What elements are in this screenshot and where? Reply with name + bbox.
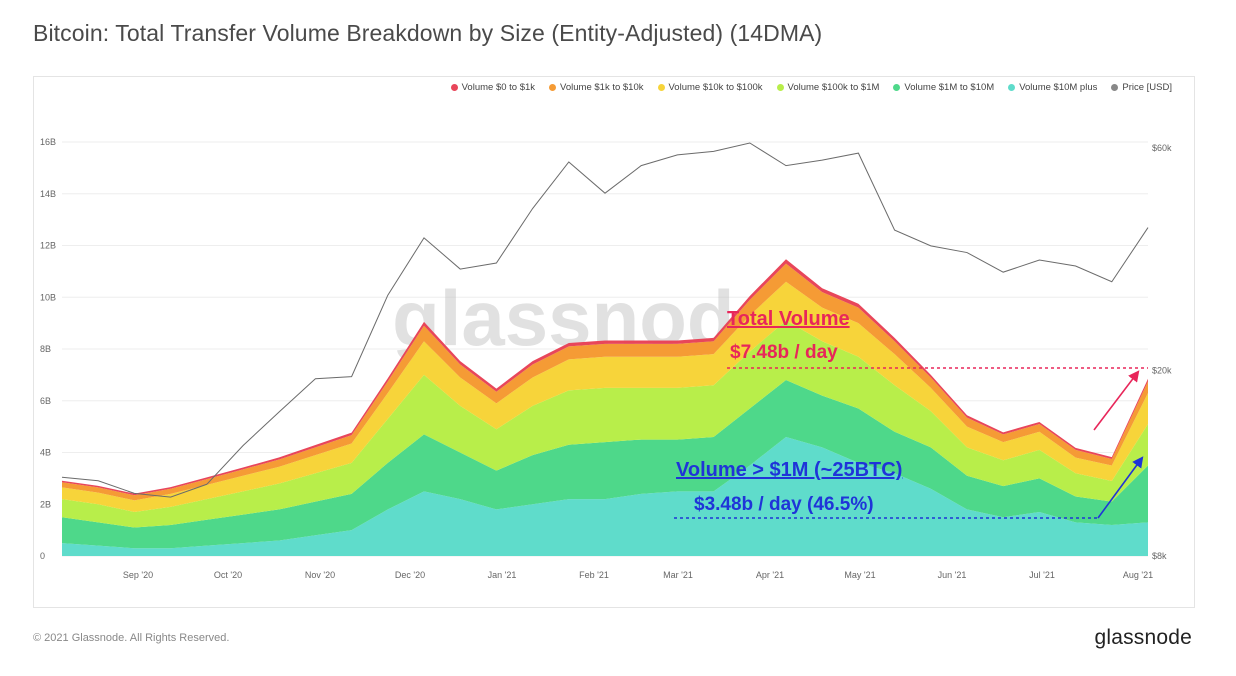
y-tick-label: 6B bbox=[40, 396, 51, 406]
area-volume-10k-to-100k bbox=[62, 281, 1148, 513]
legend-dot-icon bbox=[893, 84, 901, 91]
legend-dot-icon bbox=[1111, 84, 1119, 91]
y-tick-label: 4B bbox=[40, 448, 51, 458]
legend-item[interactable]: Volume $1M to $10M bbox=[893, 82, 994, 93]
legend-dot-icon bbox=[549, 84, 557, 91]
legend-label: Volume $10k to $100k bbox=[668, 82, 763, 93]
legend-dot-icon bbox=[450, 84, 458, 91]
legend-item[interactable]: Volume $10M plus bbox=[1008, 82, 1097, 93]
y-tick-label: 12B bbox=[40, 241, 56, 251]
legend-label: Volume $0 to $1k bbox=[461, 82, 536, 93]
y-tick-label: 2B bbox=[40, 499, 51, 509]
legend-item[interactable]: Price [USD] bbox=[1111, 82, 1172, 93]
legend-item[interactable]: Volume $0 to $1k bbox=[450, 82, 536, 93]
legend-label: Volume $100k to $1M bbox=[787, 82, 880, 93]
y-tick-label: 16B bbox=[40, 137, 56, 147]
legend-label: Volume $1M to $10M bbox=[904, 82, 995, 93]
y-tick-label: 8B bbox=[40, 344, 51, 354]
legend-label: Volume $1k to $10k bbox=[560, 82, 644, 93]
area-volume-1k-to-10k bbox=[62, 263, 1148, 501]
large-volume-value: $3.48b / day (46.5%) bbox=[694, 494, 874, 515]
large-volume-arrow-icon bbox=[1097, 456, 1144, 519]
legend-item[interactable]: Volume $1k to $10k bbox=[549, 82, 644, 93]
x-tick-label: Jul '21 bbox=[1029, 570, 1055, 580]
x-tick-label: Jun '21 bbox=[938, 570, 967, 580]
price-line bbox=[61, 142, 1149, 498]
total-volume-arrow-icon bbox=[1093, 370, 1140, 431]
legend-item[interactable]: Volume $100k to $1M bbox=[776, 82, 880, 93]
copyright-text: © 2021 Glassnode. All Rights Reserved. bbox=[33, 632, 230, 644]
total-volume-value: $7.48b / day bbox=[730, 342, 838, 363]
legend-label: Price [USD] bbox=[1122, 82, 1172, 93]
x-tick-label: Jan '21 bbox=[488, 570, 517, 580]
legend-dot-icon bbox=[657, 84, 665, 91]
x-tick-label: Nov '20 bbox=[305, 570, 335, 580]
y-tick-label: 0 bbox=[40, 551, 45, 561]
x-tick-label: Dec '20 bbox=[395, 570, 425, 580]
chart-legend: Volume $0 to $1k Volume $1k to $10k Volume… bbox=[450, 82, 1172, 93]
x-tick-label: May '21 bbox=[844, 570, 875, 580]
y2-tick-label: $20k bbox=[1152, 365, 1172, 375]
x-tick-label: Mar '21 bbox=[663, 570, 693, 580]
area-volume-10m-plus bbox=[62, 436, 1148, 556]
area-volume-100k-to-1m bbox=[62, 320, 1148, 528]
legend-item[interactable]: Volume $10k to $100k bbox=[657, 82, 763, 93]
y2-tick-label: $60k bbox=[1152, 143, 1172, 153]
x-axis-ticks: Sep '20 Oct '20 Nov '20 Dec '20 Jan '21 Feb '… bbox=[123, 570, 1153, 580]
legend-label: Volume $10M plus bbox=[1019, 82, 1098, 93]
y2-tick-label: $8k bbox=[1152, 551, 1167, 561]
glassnode-logo: glassnode bbox=[1094, 626, 1192, 649]
x-tick-label: Aug '21 bbox=[1123, 570, 1153, 580]
x-tick-label: Oct '20 bbox=[214, 570, 242, 580]
x-tick-label: Sep '20 bbox=[123, 570, 153, 580]
chart-title: Bitcoin: Total Transfer Volume Breakdown… bbox=[33, 20, 823, 46]
legend-dot-icon bbox=[776, 84, 784, 91]
y2-axis-ticks: $8k $20k $60k bbox=[1152, 143, 1172, 561]
area-volume-1m-to-10m bbox=[62, 380, 1148, 549]
large-volume-label: Volume > $1M (~25BTC) bbox=[676, 459, 903, 481]
legend-dot-icon bbox=[1008, 84, 1016, 91]
annotation-arrows bbox=[674, 367, 1148, 519]
y-tick-label: 10B bbox=[40, 292, 56, 302]
y-tick-label: 14B bbox=[40, 189, 56, 199]
x-tick-label: Apr '21 bbox=[756, 570, 784, 580]
x-tick-label: Feb '21 bbox=[579, 570, 609, 580]
price-series-line bbox=[61, 142, 1149, 498]
y-axis-ticks: 0 2B 4B 6B 8B 10B 12B 14B 16B bbox=[40, 137, 56, 561]
stacked-areas bbox=[62, 259, 1148, 556]
area-volume-0-to-1k bbox=[62, 259, 1148, 496]
total-volume-label: Total Volume bbox=[727, 308, 850, 330]
